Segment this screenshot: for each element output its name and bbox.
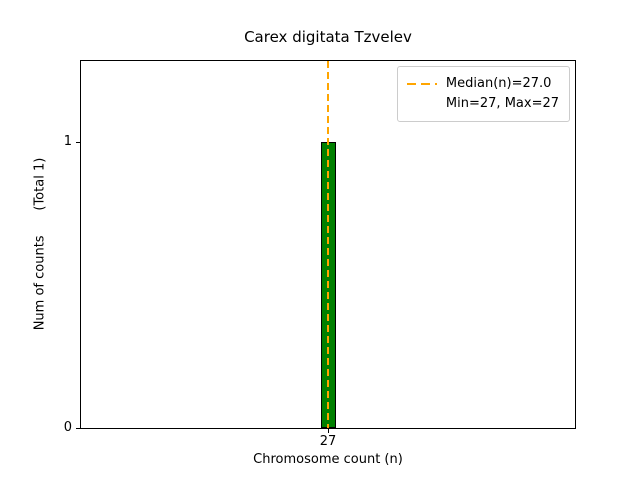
y-tick-label: 1 <box>63 133 72 149</box>
legend-entry-minmax: Min=27, Max=27 <box>407 94 559 114</box>
y-tick-label: 0 <box>63 420 72 435</box>
legend: Median(n)=27.0 Min=27, Max=27 <box>396 66 570 123</box>
legend-entry-median: Median(n)=27.0 <box>406 74 559 94</box>
median-dash-swatch <box>406 83 437 86</box>
plot-area: Median(n)=27.0 Min=27, Max=27 <box>80 60 576 429</box>
y-tick-mark <box>76 428 80 429</box>
legend-label-minmax: Min=27, Max=27 <box>445 96 559 112</box>
y-tick-mark <box>76 141 80 143</box>
legend-label-median: Median(n)=27.0 <box>445 76 552 91</box>
y-axis-label: Num of counts (Total 1) <box>32 157 48 331</box>
x-axis-label: Chromosome count (n) <box>253 452 403 467</box>
median-line <box>327 61 329 428</box>
x-tick-mark <box>327 429 329 433</box>
legend-spacer <box>407 103 437 105</box>
chart-title: Carex digitata Tzvelev <box>244 28 412 46</box>
x-tick-label: 27 <box>319 434 337 449</box>
